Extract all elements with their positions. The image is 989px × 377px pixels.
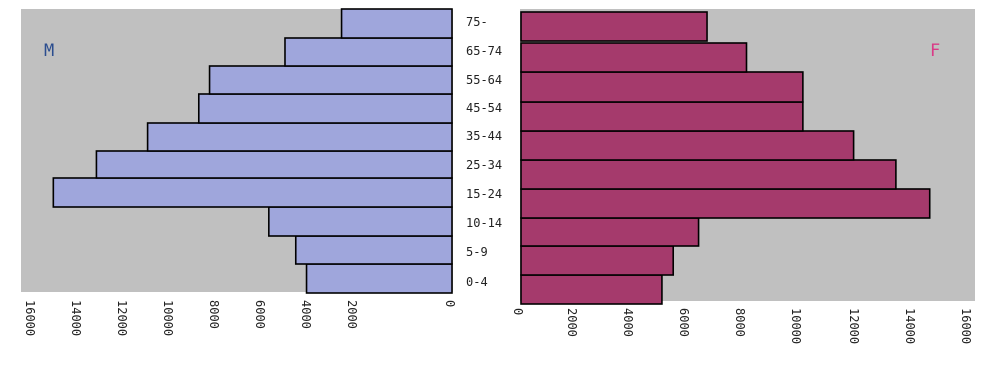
category-label-10-14: 10-14 — [466, 216, 502, 230]
male-bar-15-24 — [52, 177, 453, 208]
male-bar-0-4 — [305, 263, 453, 294]
left-tick-10000: 10000 — [161, 300, 175, 336]
female-bar-55-64 — [520, 71, 804, 103]
male-panel-label: M — [44, 41, 54, 61]
category-label-65-74: 65-74 — [466, 44, 502, 58]
left-tick-14000: 14000 — [69, 300, 83, 336]
right-tick-16000: 16000 — [959, 308, 973, 344]
male-bar-65-74 — [284, 37, 453, 67]
male-bar-35-44 — [146, 122, 453, 152]
male-bar-55-64 — [208, 65, 453, 95]
right-tick-4000: 4000 — [621, 308, 635, 337]
female-bar-35-44 — [520, 130, 855, 161]
category-label-0-4: 0-4 — [466, 275, 488, 289]
male-bar-75- — [340, 8, 453, 39]
female-bar-45-54 — [520, 101, 804, 132]
female-bar-25-34 — [520, 159, 897, 190]
age-group-labels: 0-4 5-9 10-14 15-24 25-34 35-44 45-54 55-64 65-7… — [466, 15, 502, 289]
left-tick-2000: 2000 — [345, 300, 359, 329]
right-axis-ticks: 0 2000 4000 6000 8000 10000 12000 14000 16000 — [511, 308, 973, 344]
right-tick-0: 0 — [511, 308, 525, 315]
female-bar-75- — [520, 11, 708, 42]
male-bars — [52, 8, 453, 294]
female-bar-15-24 — [520, 188, 931, 219]
male-bar-25-34 — [95, 150, 453, 179]
left-tick-16000: 16000 — [23, 300, 37, 336]
category-label-25-34: 25-34 — [466, 158, 502, 172]
left-axis-ticks: 16000 14000 12000 10000 8000 6000 4000 2000 0 — [23, 300, 457, 336]
right-tick-6000: 6000 — [677, 308, 691, 337]
left-tick-8000: 8000 — [207, 300, 221, 329]
female-panel-label: F — [930, 41, 940, 61]
right-tick-10000: 10000 — [789, 308, 803, 344]
right-tick-2000: 2000 — [565, 308, 579, 337]
left-tick-0: 0 — [443, 300, 457, 307]
right-tick-12000: 12000 — [847, 308, 861, 344]
category-label-75-: 75- — [466, 15, 488, 29]
left-tick-4000: 4000 — [299, 300, 313, 329]
category-label-5-9: 5-9 — [466, 245, 488, 259]
left-tick-12000: 12000 — [115, 300, 129, 336]
right-tick-8000: 8000 — [733, 308, 747, 337]
male-bar-10-14 — [268, 206, 453, 237]
right-tick-14000: 14000 — [903, 308, 917, 344]
category-label-35-44: 35-44 — [466, 129, 502, 143]
female-bars — [520, 11, 931, 305]
female-bar-5-9 — [520, 245, 675, 276]
female-bar-0-4 — [520, 274, 663, 305]
category-label-15-24: 15-24 — [466, 187, 502, 201]
left-tick-6000: 6000 — [253, 300, 267, 329]
male-bar-5-9 — [294, 235, 453, 265]
female-bar-65-74 — [520, 42, 748, 73]
category-label-55-64: 55-64 — [466, 73, 502, 87]
female-bar-10-14 — [520, 217, 700, 247]
male-bar-45-54 — [197, 93, 453, 124]
category-label-45-54: 45-54 — [466, 101, 502, 115]
